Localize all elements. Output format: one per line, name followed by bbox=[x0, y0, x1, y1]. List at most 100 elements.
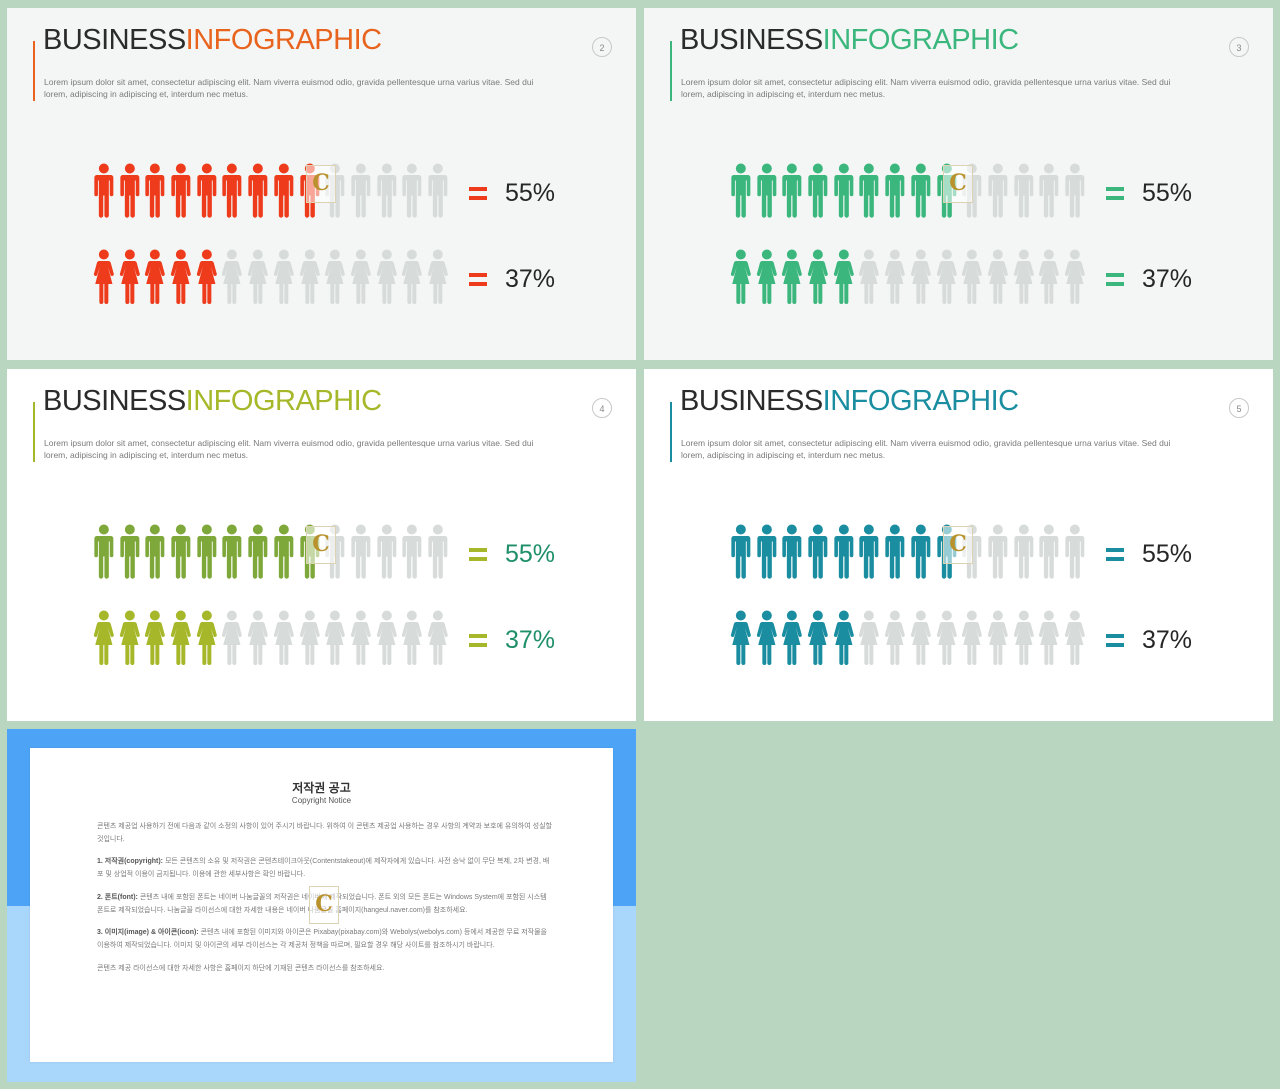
title-accent-bar bbox=[33, 41, 35, 101]
slide-2: BUSINESSINFOGRAPHIC Lorem ipsum dolor sit… bbox=[7, 8, 636, 360]
slide-title: BUSINESSINFOGRAPHIC bbox=[680, 385, 1019, 417]
woman-icon bbox=[779, 249, 805, 305]
woman-icon bbox=[728, 249, 754, 305]
equals-icon bbox=[469, 186, 487, 201]
man-icon bbox=[831, 163, 857, 219]
slide-title: BUSINESSINFOGRAPHIC bbox=[43, 24, 382, 56]
man-icon bbox=[374, 524, 400, 580]
women-percentage: 37% bbox=[1142, 625, 1193, 654]
equals-icon bbox=[1106, 272, 1124, 287]
man-icon bbox=[142, 163, 168, 219]
man-icon bbox=[348, 163, 374, 219]
men-percentage: 55% bbox=[505, 178, 556, 207]
notice-paragraph: 콘텐츠 제공업 사용하기 전에 다음과 같이 소정의 사항이 있어 주시기 바랍… bbox=[97, 823, 552, 843]
men-figures bbox=[91, 524, 451, 584]
woman-icon bbox=[934, 610, 960, 666]
notice-subtitle: Copyright Notice bbox=[291, 796, 352, 805]
notice-body: 콘텐츠 제공업 사용하기 전에 다음과 같이 소정의 사항이 있어 주시기 바랍… bbox=[97, 821, 552, 985]
notice-paragraph: 콘텐츠 제공 라이선스에 대한 자세한 사항은 홈페이지 하단에 기재된 콘텐츠… bbox=[97, 964, 385, 972]
woman-icon bbox=[91, 249, 117, 305]
women-row: 37% bbox=[728, 610, 1192, 670]
man-icon bbox=[142, 524, 168, 580]
man-icon bbox=[1062, 524, 1088, 580]
woman-icon bbox=[985, 249, 1011, 305]
woman-icon bbox=[934, 249, 960, 305]
man-icon bbox=[908, 524, 934, 580]
man-icon bbox=[194, 524, 220, 580]
man-icon bbox=[194, 163, 220, 219]
woman-icon bbox=[856, 610, 882, 666]
women-row: 37% bbox=[91, 249, 555, 309]
woman-icon bbox=[219, 249, 245, 305]
woman-icon bbox=[856, 249, 882, 305]
woman-icon bbox=[754, 249, 780, 305]
man-icon bbox=[117, 163, 143, 219]
women-percentage: 37% bbox=[505, 264, 556, 293]
man-icon bbox=[168, 163, 194, 219]
slide-description: Lorem ipsum dolor sit amet, consectetur … bbox=[681, 77, 1171, 99]
men-figures bbox=[91, 163, 451, 223]
man-icon bbox=[908, 163, 934, 219]
woman-icon bbox=[245, 610, 271, 666]
notice-title: 저작권 공고 bbox=[292, 781, 351, 795]
watermark-logo: C bbox=[306, 526, 336, 564]
woman-icon bbox=[297, 249, 323, 305]
woman-icon bbox=[374, 610, 400, 666]
woman-icon bbox=[348, 610, 374, 666]
woman-icon bbox=[882, 610, 908, 666]
man-icon bbox=[271, 524, 297, 580]
notice-paragraph: 1. 저작권(copyright): 모든 콘텐츠의 소유 및 저작권은 콘텐츠… bbox=[97, 858, 550, 879]
man-icon bbox=[985, 163, 1011, 219]
woman-icon bbox=[168, 249, 194, 305]
woman-icon bbox=[219, 610, 245, 666]
man-icon bbox=[985, 524, 1011, 580]
men-figures bbox=[728, 524, 1088, 584]
slide-5: BUSINESSINFOGRAPHIC Lorem ipsum dolor sit… bbox=[644, 369, 1273, 721]
man-icon bbox=[754, 524, 780, 580]
men-row: 55% bbox=[91, 163, 555, 223]
notice-paper: 저작권 공고 Copyright Notice 콘텐츠 제공업 사용하기 전에 … bbox=[30, 748, 613, 1062]
men-figures bbox=[728, 163, 1088, 223]
woman-icon bbox=[399, 610, 425, 666]
equals-icon bbox=[469, 547, 487, 562]
man-icon bbox=[882, 163, 908, 219]
woman-icon bbox=[1036, 249, 1062, 305]
woman-icon bbox=[117, 249, 143, 305]
slide-title: BUSINESSINFOGRAPHIC bbox=[680, 24, 1019, 56]
woman-icon bbox=[348, 249, 374, 305]
woman-icon bbox=[168, 610, 194, 666]
man-icon bbox=[779, 524, 805, 580]
man-icon bbox=[779, 163, 805, 219]
equals-icon bbox=[469, 272, 487, 287]
woman-icon bbox=[91, 610, 117, 666]
woman-icon bbox=[245, 249, 271, 305]
woman-icon bbox=[831, 610, 857, 666]
women-figures bbox=[728, 610, 1088, 670]
slide-4: BUSINESSINFOGRAPHIC Lorem ipsum dolor sit… bbox=[7, 369, 636, 721]
title-accent-bar bbox=[670, 402, 672, 462]
notice-paragraph: 2. 폰트(font): 콘텐츠 내에 포함된 폰트는 네이버 나눔글꼴의 저작… bbox=[97, 893, 547, 914]
slide-description: Lorem ipsum dolor sit amet, consectetur … bbox=[681, 438, 1171, 460]
man-icon bbox=[754, 163, 780, 219]
man-icon bbox=[168, 524, 194, 580]
men-percentage: 55% bbox=[505, 539, 556, 568]
woman-icon bbox=[805, 249, 831, 305]
woman-icon bbox=[1011, 610, 1037, 666]
woman-icon bbox=[882, 249, 908, 305]
woman-icon bbox=[779, 610, 805, 666]
men-percentage: 55% bbox=[1142, 178, 1193, 207]
equals-icon bbox=[1106, 633, 1124, 648]
women-figures bbox=[728, 249, 1088, 309]
women-percentage: 37% bbox=[505, 625, 556, 654]
man-icon bbox=[117, 524, 143, 580]
woman-icon bbox=[908, 249, 934, 305]
woman-icon bbox=[117, 610, 143, 666]
man-icon bbox=[1011, 163, 1037, 219]
man-icon bbox=[1036, 524, 1062, 580]
man-icon bbox=[856, 524, 882, 580]
watermark-logo: C bbox=[943, 526, 973, 564]
women-figures bbox=[91, 249, 451, 309]
woman-icon bbox=[374, 249, 400, 305]
man-icon bbox=[805, 163, 831, 219]
woman-icon bbox=[425, 249, 451, 305]
